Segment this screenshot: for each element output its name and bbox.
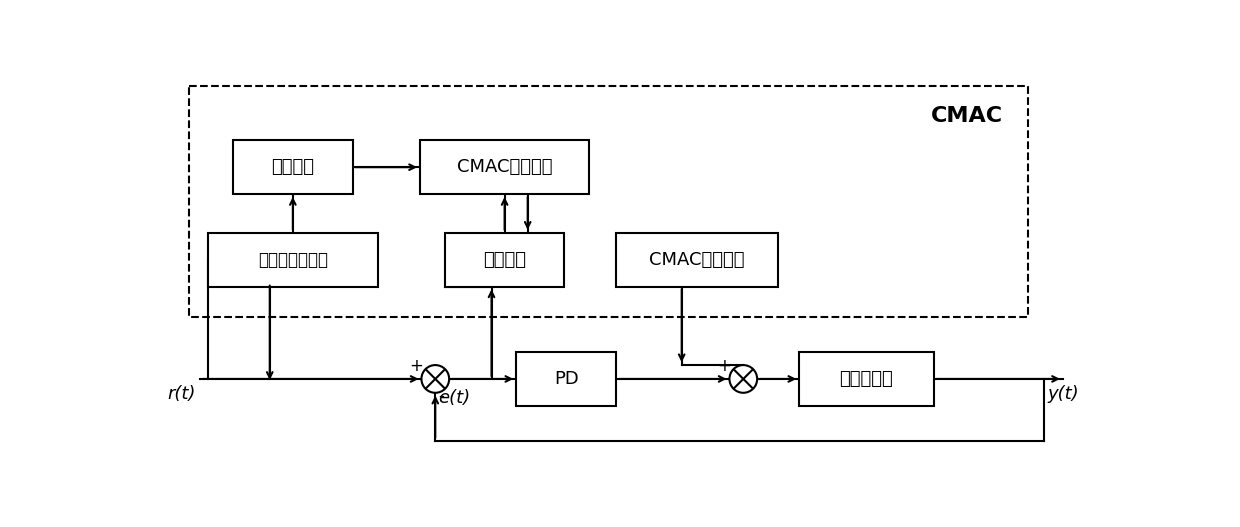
Text: 压缩映射: 压缩映射 [272, 158, 315, 176]
Bar [420, 140, 589, 194]
Text: -: - [439, 387, 444, 405]
Text: CMAC记忆存储: CMAC记忆存储 [456, 158, 552, 176]
Bar [516, 352, 616, 406]
Bar [208, 232, 377, 287]
Bar [616, 232, 777, 287]
Text: +: + [409, 357, 423, 375]
Text: CMAC: CMAC [930, 105, 1003, 125]
Text: +: + [717, 357, 732, 375]
Text: 负载模拟器: 负载模拟器 [839, 370, 893, 388]
Text: CMAC函数计算: CMAC函数计算 [650, 251, 745, 269]
Circle shape [729, 365, 758, 393]
Text: 学习算法: 学习算法 [484, 251, 526, 269]
Text: 二维非均匀量化: 二维非均匀量化 [258, 251, 327, 269]
Bar [233, 140, 352, 194]
Text: e(t): e(t) [439, 389, 471, 407]
Text: r(t): r(t) [167, 385, 196, 403]
Bar [445, 232, 564, 287]
Circle shape [422, 365, 449, 393]
Text: y(t): y(t) [1047, 385, 1079, 403]
Text: PD: PD [554, 370, 579, 388]
Bar [799, 352, 934, 406]
Bar [188, 86, 1028, 317]
